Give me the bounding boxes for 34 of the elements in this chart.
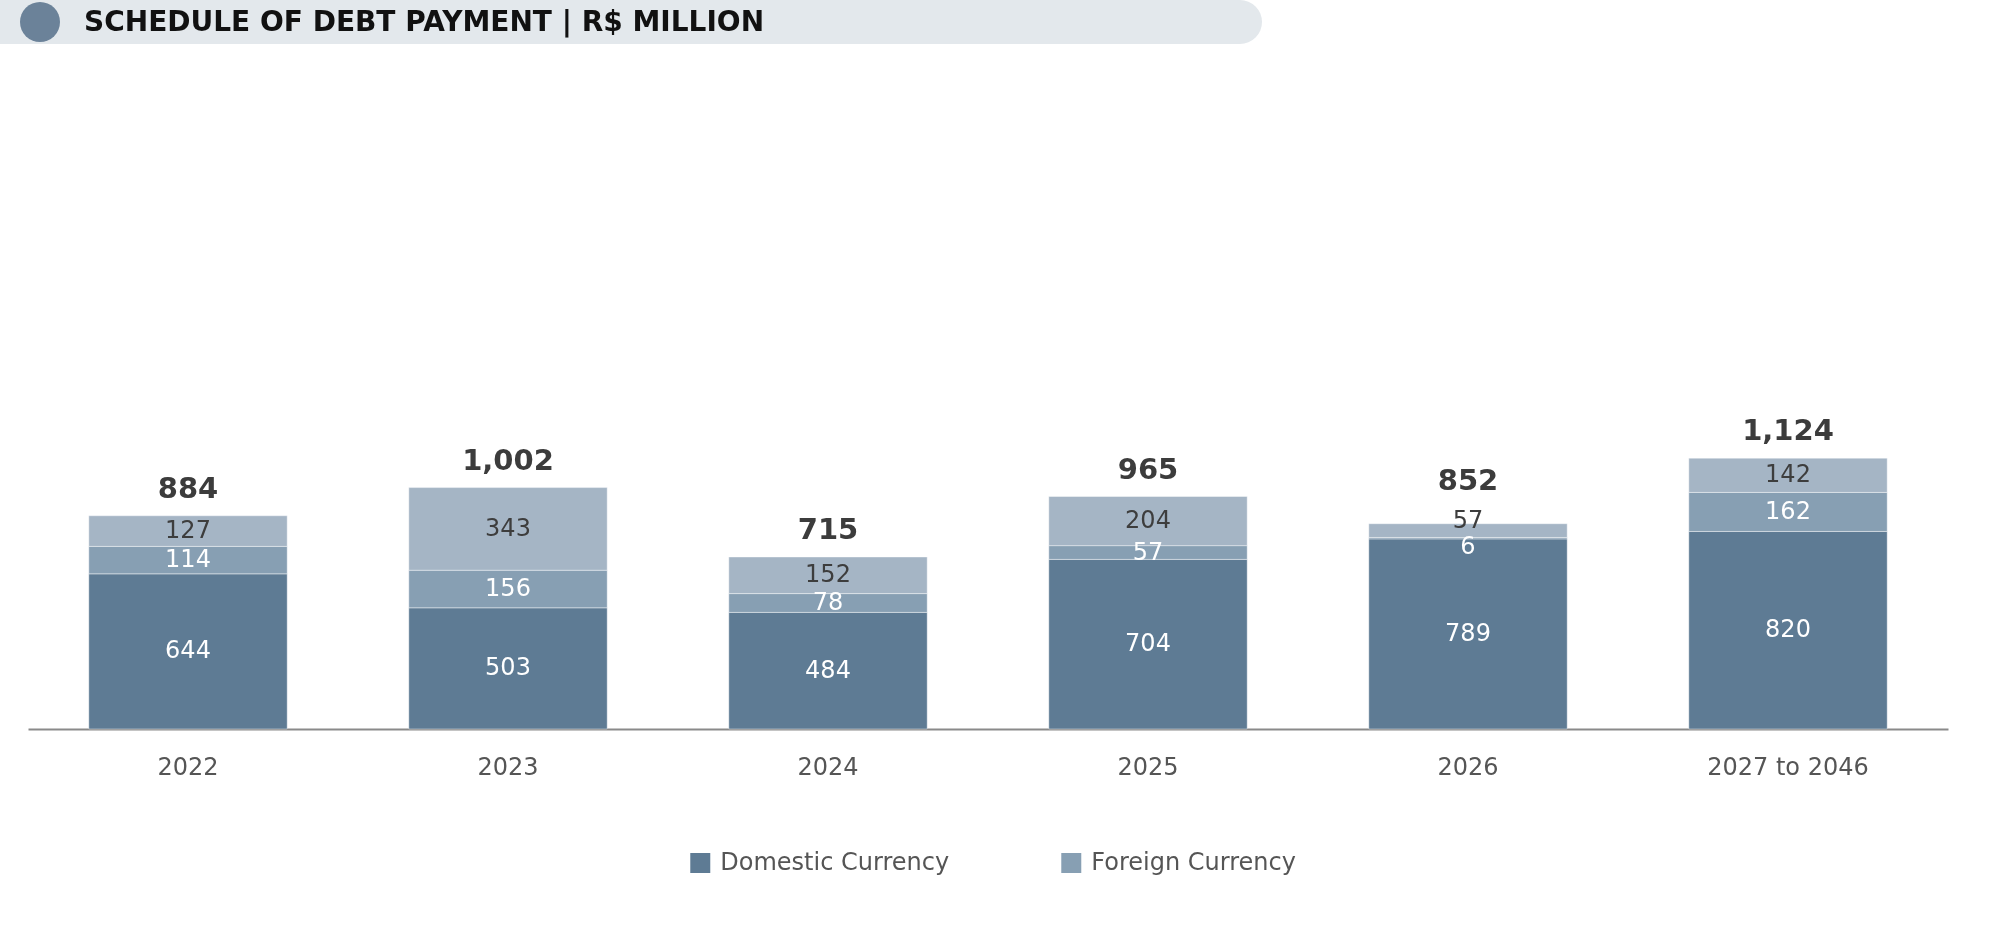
data-label: 156: [485, 574, 531, 603]
total-label: 852: [1437, 463, 1499, 498]
total-label: 884: [157, 470, 219, 505]
total-label: 1,124: [1742, 413, 1834, 448]
data-label: 57: [1132, 537, 1164, 566]
bar: [1368, 538, 1568, 730]
x-tick-label: 2022: [157, 752, 219, 781]
data-label: 78: [812, 588, 844, 616]
data-label: 57: [1452, 506, 1484, 535]
total-label: 1,002: [462, 442, 554, 477]
data-label: 114: [165, 545, 211, 574]
data-label: 503: [485, 653, 531, 682]
chart-title: SCHEDULE OF DEBT PAYMENT | R$ MILLION: [84, 4, 765, 40]
total-label: 715: [797, 511, 859, 546]
x-tick-label: 2025: [1117, 752, 1179, 781]
data-label: 820: [1765, 615, 1811, 644]
x-tick-label: 2024: [797, 752, 859, 781]
total-label: 965: [1117, 451, 1179, 486]
data-label: 142: [1765, 460, 1811, 489]
data-label: 204: [1125, 506, 1171, 535]
data-label: 343: [485, 513, 531, 542]
legend-label: Foreign Currency: [1091, 848, 1296, 876]
legend-label: Domestic Currency: [720, 848, 950, 876]
x-tick-label: 2023: [477, 752, 539, 781]
data-label: 484: [805, 655, 851, 684]
data-label: 127: [165, 516, 211, 545]
x-tick-label: 2026: [1437, 752, 1499, 781]
data-label: 6: [1460, 532, 1476, 561]
x-tick-label: 2027 to 2046: [1707, 752, 1869, 781]
data-label: 789: [1445, 618, 1491, 647]
data-label: 644: [165, 636, 211, 665]
data-label: 152: [805, 560, 851, 589]
data-label: 704: [1125, 629, 1171, 658]
data-label: 162: [1765, 496, 1811, 525]
